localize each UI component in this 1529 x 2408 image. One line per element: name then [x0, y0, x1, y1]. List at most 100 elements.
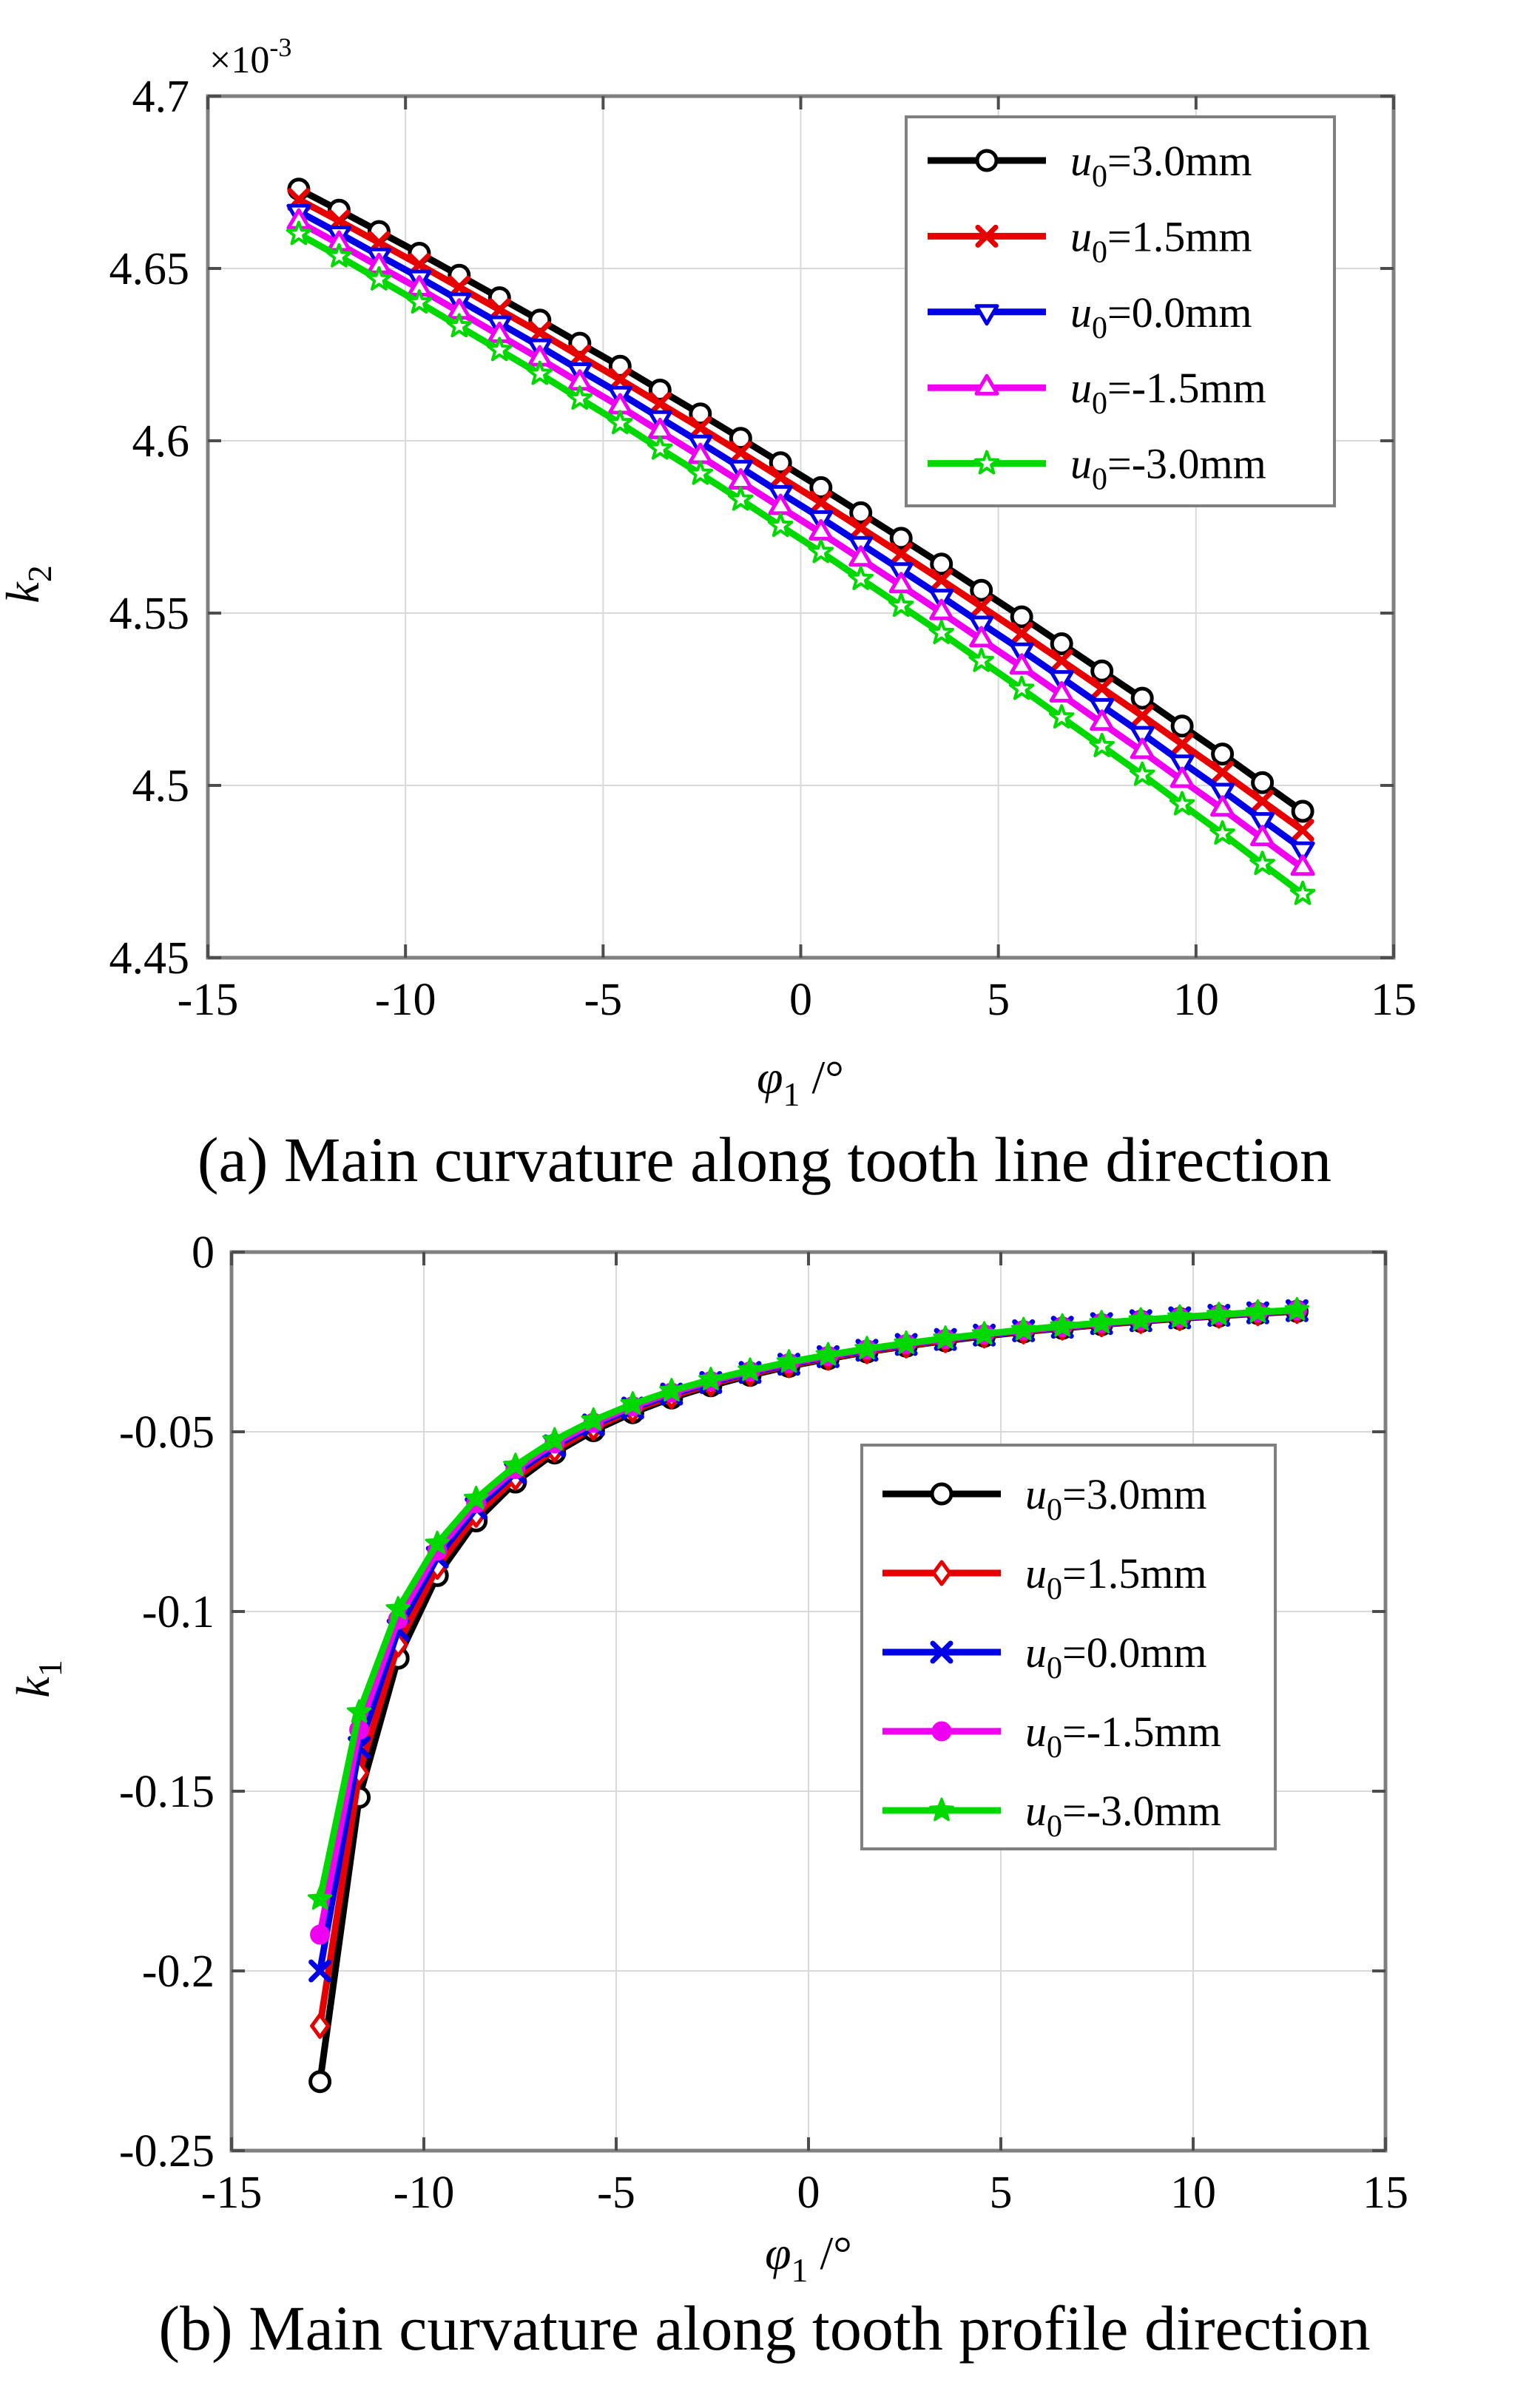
x-cross-marker-icon — [568, 344, 592, 368]
circle-open-marker-icon — [930, 552, 953, 576]
circle-open-marker-icon — [1130, 686, 1154, 710]
x-tick-label: -5 — [597, 2168, 635, 2218]
star5-open-marker-icon — [1209, 820, 1235, 845]
legend-entry: u0=-3.0mm — [882, 1787, 1221, 1844]
triangle-down-open-marker-icon — [1250, 812, 1275, 834]
x-cross-marker-icon — [930, 568, 953, 592]
legend-entry: u0=0.0mm — [882, 1629, 1206, 1685]
star5-filled-marker-icon — [933, 1325, 958, 1350]
triangle-down-open-marker-icon — [1210, 782, 1235, 805]
y-tick-label: 0 — [192, 1228, 215, 1278]
legend-entry: u0=-3.0mm — [928, 440, 1266, 497]
star5-open-marker-icon — [406, 289, 433, 314]
circle-open-marker-icon — [769, 451, 792, 475]
x-cross-marker-icon — [1211, 760, 1235, 784]
star5-filled-marker-icon — [1089, 1310, 1114, 1334]
x-cross-marker-icon — [308, 1959, 332, 1983]
legend-label: u0=-3.0mm — [1070, 440, 1266, 497]
star5-open-marker-icon — [928, 620, 954, 644]
circle-open-marker-icon — [1251, 771, 1275, 794]
y-tick-label: 4.7 — [132, 72, 190, 122]
star5-filled-marker-icon — [1128, 1307, 1154, 1331]
star5-filled-marker-icon — [542, 1427, 567, 1451]
legend-label: u0=0.0mm — [1025, 1629, 1206, 1685]
y-tick-label: 4.55 — [109, 589, 190, 639]
legend-box — [860, 1444, 1277, 1850]
star5-filled-marker-icon — [1206, 1302, 1232, 1326]
y-axis-label: k1 — [7, 1660, 69, 1697]
circle-open-marker-icon — [889, 527, 913, 550]
x-cross-marker-icon — [689, 416, 712, 439]
legend-entry: u0=1.5mm — [928, 212, 1252, 269]
star5-filled-marker-icon — [425, 1530, 450, 1555]
star5-open-marker-icon — [647, 435, 673, 460]
x-cross-marker-icon — [729, 441, 752, 464]
legend-entry: u0=0.0mm — [928, 288, 1252, 345]
y-exponent-label: ×10-3 — [209, 33, 291, 81]
triangle-up-open-marker-icon — [1290, 854, 1315, 876]
x-cross-marker-icon — [1170, 732, 1194, 756]
triangle-up-open-marker-icon — [974, 373, 999, 396]
triangle-up-open-marker-icon — [969, 626, 994, 648]
x-cross-marker-icon — [970, 595, 993, 618]
y-tick-label: -0.15 — [119, 1767, 215, 1817]
star5-open-marker-icon — [1169, 791, 1195, 816]
series-markers-u0=-3.0mm — [307, 1296, 1310, 1910]
star5-filled-marker-icon — [776, 1349, 802, 1373]
star5-open-marker-icon — [767, 513, 794, 538]
star5-filled-marker-icon — [815, 1342, 841, 1366]
legend-entry: u0=-1.5mm — [882, 1708, 1221, 1765]
x-cross-marker-icon — [1050, 649, 1073, 672]
caption-a: (a) Main curvature along tooth line dire… — [197, 1124, 1332, 1195]
star5-open-marker-icon — [687, 460, 714, 485]
y-axis-label: k2 — [0, 565, 58, 603]
y-tick-label: -0.25 — [119, 2126, 215, 2177]
legend-label: u0=3.0mm — [1070, 137, 1252, 194]
star5-filled-marker-icon — [503, 1452, 528, 1477]
y-tick-label: 4.45 — [109, 933, 190, 984]
triangle-down-open-marker-icon — [1049, 670, 1074, 692]
x-cross-marker-icon — [849, 516, 873, 540]
triangle-down-open-marker-icon — [974, 304, 999, 326]
x-tick-label: -15 — [178, 975, 239, 1025]
legend-entry: u0=-1.5mm — [928, 364, 1266, 421]
x-tick-label: -10 — [394, 2168, 455, 2218]
star5-open-marker-icon — [888, 592, 914, 618]
star5-open-marker-icon — [487, 336, 513, 362]
caption-b: (b) Main curvature along tooth profile d… — [158, 2293, 1371, 2364]
circle-open-marker-icon — [970, 578, 993, 602]
circle-open-marker-icon — [975, 149, 999, 172]
legend: u0=3.0mm u0=1.5mm u0=0.0mm u0=-1.5mm u0=-3.0… — [905, 115, 1336, 507]
triangle-down-open-marker-icon — [1130, 726, 1155, 748]
circle-open-marker-icon — [930, 1482, 953, 1506]
triangle-up-open-marker-icon — [888, 572, 914, 594]
star5-open-marker-icon — [527, 360, 553, 385]
star5-filled-marker-icon — [346, 1699, 372, 1723]
legend-label: u0=-1.5mm — [1070, 364, 1266, 421]
x-tick-label: 5 — [987, 975, 1010, 1025]
star5-open-marker-icon — [808, 538, 834, 564]
x-tick-label: 15 — [1363, 2168, 1408, 2218]
legend-label: u0=1.5mm — [1025, 1549, 1206, 1606]
triangle-up-open-marker-icon — [1090, 709, 1115, 731]
circle-open-marker-icon — [809, 476, 833, 499]
x-cross-marker-icon — [975, 224, 999, 248]
circle-open-marker-icon — [1090, 659, 1114, 683]
star5-filled-marker-icon — [738, 1357, 763, 1381]
star5-open-marker-icon — [973, 450, 1000, 475]
star5-filled-marker-icon — [307, 1886, 333, 1910]
series-markers-u0=3.0mm — [287, 177, 1314, 823]
legend-entry: u0=3.0mm — [928, 137, 1252, 194]
star5-open-marker-icon — [968, 647, 994, 672]
chart-b: -15 -10 -5 0 5 10 15 -0.25 -0.2 -0.15 -0.1 -0.05 0 φ1… — [7, 1228, 1408, 2289]
legend: u0=3.0mm u0=1.5mm u0=0.0mm u0=-1.5mm u0=-3.0… — [860, 1444, 1277, 1850]
x-axis-label: φ1 /° — [765, 2227, 852, 2289]
chart-a: -15 -10 -5 0 5 10 15 4.45 4.5 4.55 4.6 4.65 4.7 φ1 /°… — [0, 33, 1417, 1113]
circle-open-marker-icon — [849, 501, 873, 524]
circle-open-marker-icon — [1010, 605, 1033, 629]
star5-filled-marker-icon — [1167, 1304, 1192, 1328]
triangle-down-open-marker-icon — [1090, 697, 1115, 720]
triangle-down-open-marker-icon — [1169, 754, 1195, 777]
star5-filled-marker-icon — [698, 1367, 723, 1390]
